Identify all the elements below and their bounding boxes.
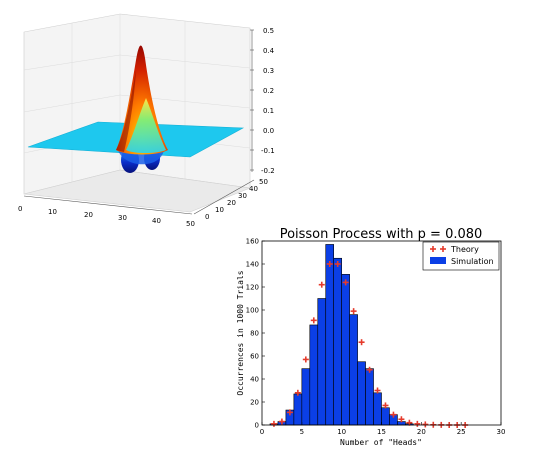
theory-point (318, 281, 325, 288)
theory-point (350, 308, 357, 315)
theory-point (278, 418, 285, 425)
histogram-x-tick-label: 0 (260, 428, 264, 436)
histogram-y-tick-label: 120 (246, 284, 259, 292)
simulation-bar (317, 298, 327, 426)
theory-point (398, 416, 405, 423)
surface-y-tick-label: 10 (215, 206, 224, 214)
simulation-bar (301, 368, 311, 426)
theory-point (366, 366, 373, 373)
simulation-bar (333, 257, 342, 426)
legend-theory-label: Theory (450, 245, 479, 254)
surface-z-tick-label: -0.2 (261, 167, 275, 175)
surface-y-tick-label: 0 (205, 213, 209, 221)
simulation-bar (293, 393, 303, 426)
histogram-legend: Theory Simulation (422, 241, 500, 271)
theory-point (342, 279, 349, 286)
histogram-y-tick-label: 100 (246, 307, 259, 315)
theory-point (270, 420, 277, 427)
surface-y-tick-label: 40 (249, 185, 258, 193)
theory-point (334, 261, 341, 267)
histogram-y-tick-label: 40 (250, 376, 259, 384)
theory-point (302, 356, 309, 363)
surface-y-axis: 0 10 20 30 40 50 (193, 178, 268, 221)
simulation-bar (381, 407, 390, 426)
theory-point (294, 389, 301, 396)
surface-y-tick-label: 30 (238, 192, 247, 200)
legend-box (422, 241, 500, 271)
simulation-bar (373, 392, 382, 426)
theory-point (326, 261, 333, 267)
histogram-x-tick-label: 25 (457, 428, 466, 436)
histogram-x-tick-label: 5 (300, 428, 304, 436)
simulation-bar (309, 324, 319, 426)
surface-z-tick-label: 0.5 (263, 27, 274, 35)
surface-x-tick-label: 0 (18, 205, 22, 213)
simulation-bar (349, 314, 358, 426)
surface-plot: 0.5 0.4 0.3 0.2 0.1 0.0 -0.1 -0.2 0 10 2… (18, 13, 275, 228)
legend-simulation-swatch (430, 257, 446, 264)
simulation-bar (325, 244, 335, 426)
histogram-chart: Poisson Process with p = 0.080 0 5 10 15 20 2… (236, 227, 505, 447)
surface-z-tick-label: 0.4 (263, 47, 275, 55)
surface-z-tick-label: 0.3 (263, 67, 274, 75)
surface-y-tick-label: 50 (259, 178, 268, 186)
histogram-x-tick-label: 30 (497, 428, 506, 436)
surface-z-tick-label: 0.1 (263, 107, 274, 115)
surface-peak-shade (116, 70, 136, 152)
surface-x-tick-label: 40 (152, 217, 161, 225)
surface-z-tick-label: 0.2 (263, 87, 274, 95)
surface-z-tick-label: 0.0 (263, 127, 274, 135)
histogram-x-axis-label: Number of "Heads" (340, 438, 422, 447)
histogram-y-axis-label: Occurrences in 1000 Trials (236, 270, 245, 395)
histogram-x-axis: 0 5 10 15 20 25 30 (260, 422, 506, 436)
theory-point (414, 420, 421, 427)
histogram-x-tick-label: 15 (377, 428, 386, 436)
surface-x-tick-label: 20 (84, 211, 93, 219)
theory-point (422, 421, 429, 428)
histogram-title: Poisson Process with p = 0.080 (280, 227, 483, 242)
histogram-bars (269, 244, 414, 426)
histogram-y-axis: 0 20 40 60 80 100 120 140 160 (246, 238, 265, 430)
histogram-x-tick-label: 10 (337, 428, 346, 436)
surface-floor (23, 169, 252, 213)
surface-y-tick-label: 20 (227, 199, 236, 207)
surface-z-tick-label: -0.1 (261, 147, 275, 155)
simulation-bar (357, 361, 366, 426)
simulation-bar (341, 274, 350, 426)
theory-point (390, 411, 397, 418)
histogram-x-tick-label: 20 (417, 428, 426, 436)
surface-peak-inner (126, 98, 166, 153)
legend-theory-swatch (430, 246, 446, 252)
histogram-y-tick-label: 160 (246, 238, 259, 246)
theory-point (310, 317, 317, 324)
histogram-y-tick-label: 0 (255, 422, 259, 430)
theory-point (374, 387, 381, 394)
theory-point (286, 409, 293, 416)
surface-x-tick-label: 10 (48, 208, 57, 216)
theory-point (382, 402, 389, 409)
histogram-y-tick-label: 20 (250, 399, 259, 407)
surface-z-axis: 0.5 0.4 0.3 0.2 0.1 0.0 -0.1 -0.2 (250, 27, 275, 175)
surface-x-tick-label: 30 (118, 214, 127, 222)
legend-simulation-label: Simulation (451, 257, 494, 266)
histogram-y-tick-label: 60 (250, 353, 259, 361)
histogram-y-tick-label: 80 (250, 330, 259, 338)
surface-x-tick-label: 50 (186, 220, 195, 228)
surface-x-axis: 0 10 20 30 40 50 (18, 195, 195, 228)
simulation-bar (365, 368, 374, 426)
surface-grid (23, 14, 251, 194)
theory-point (358, 339, 365, 346)
histogram-y-tick-label: 140 (246, 261, 259, 269)
